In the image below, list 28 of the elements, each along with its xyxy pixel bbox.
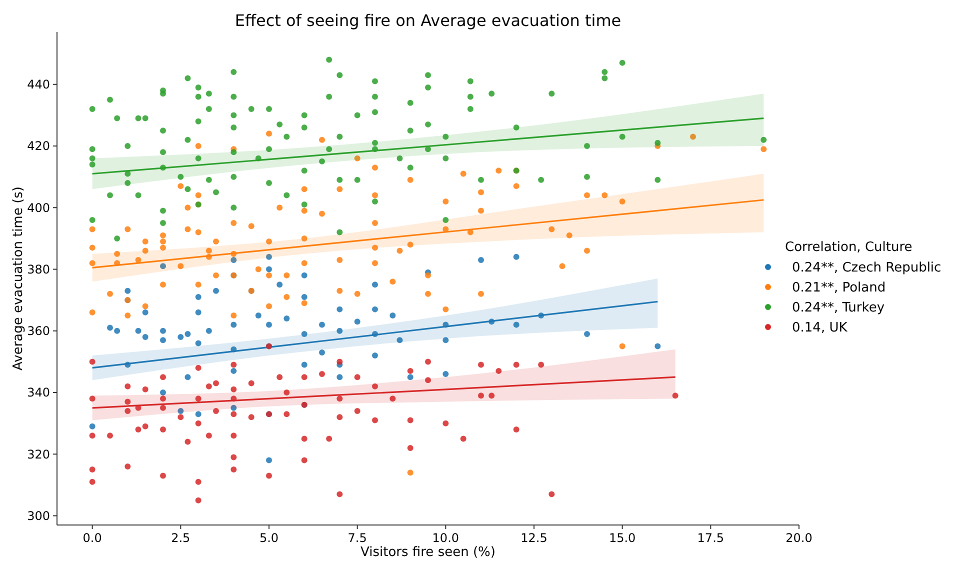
- line-series: [92, 199, 764, 269]
- legend-title: Correlation, Culture: [785, 240, 912, 255]
- x-tick-label: 17.5: [697, 531, 724, 545]
- y-tick-label: 300: [27, 508, 50, 523]
- y-tick-label: 400: [27, 200, 50, 215]
- legend-label: 0.24**, Czech Republic: [792, 260, 942, 276]
- legend-label: 0.14, UK: [792, 320, 848, 336]
- line-series: [92, 300, 658, 369]
- x-tick-label: 20.0: [786, 531, 812, 545]
- y-tick-label: 420: [27, 139, 50, 154]
- y-tick-label: 360: [27, 324, 50, 338]
- legend-label: 0.24**, Turkey: [792, 300, 885, 316]
- line-series: [92, 117, 764, 175]
- y-tick-label: 380: [27, 262, 50, 276]
- y-tick-label: 440: [27, 78, 50, 92]
- x-tick-label: 10.0: [432, 531, 460, 545]
- x-tick-label: 5.0: [259, 531, 279, 545]
- x-axis-title: Visitors fire seen (%): [360, 545, 496, 560]
- x-tick-label: 7.5: [348, 531, 367, 545]
- y-axis-title: Average evacuation time (s): [11, 186, 26, 370]
- legend-label: 0.21**, Poland: [792, 280, 886, 296]
- y-tick-label: 340: [27, 386, 50, 400]
- x-tick-label: 15.0: [608, 531, 636, 545]
- y-tick-label: 320: [27, 447, 50, 462]
- x-tick-label: 12.5: [520, 531, 548, 545]
- x-tick-label: 2.5: [171, 531, 190, 545]
- chart-title: Effect of seeing fire on Average evacuation time: [234, 11, 622, 30]
- x-tick-label: 0.0: [82, 531, 102, 545]
